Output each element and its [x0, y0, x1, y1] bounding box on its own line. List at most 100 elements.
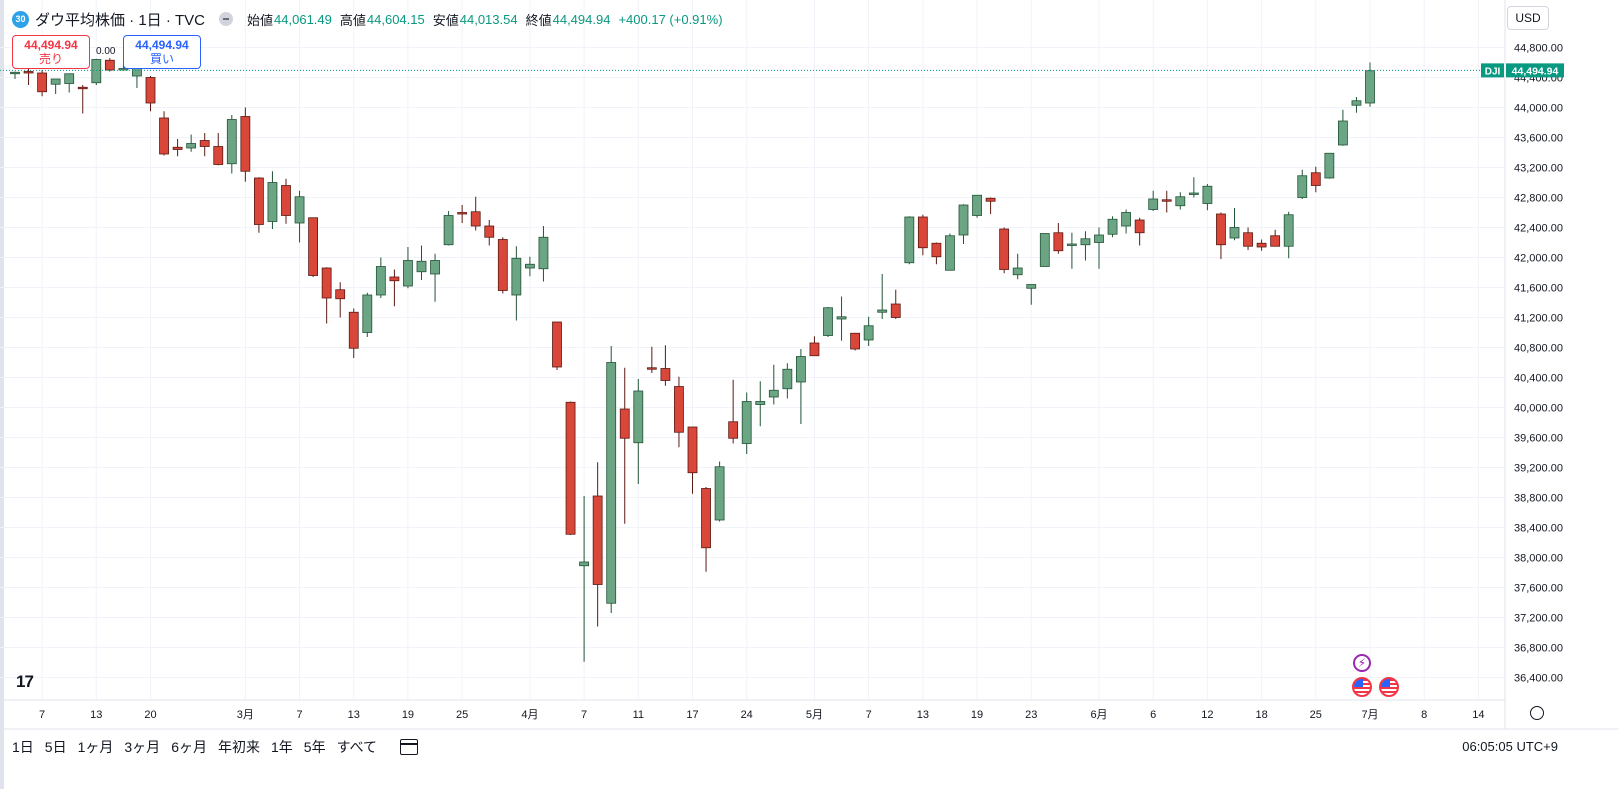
price-tick-label: 39,600.00 [1514, 433, 1563, 445]
tradingview-logo-icon[interactable]: 17 [16, 672, 34, 691]
candle-body [104, 59, 115, 71]
currency-selector[interactable]: USD [1507, 6, 1549, 30]
candle [877, 274, 888, 319]
candle [972, 194, 982, 218]
price-tick-label: 37,200.00 [1514, 613, 1563, 625]
candle [403, 247, 413, 289]
candle-body [1256, 242, 1267, 248]
candle [186, 134, 197, 152]
time-tick-label: 19 [971, 709, 983, 721]
time-tick-label: 7 [39, 709, 45, 721]
price-tick-label: 36,800.00 [1514, 643, 1563, 655]
candle [457, 205, 468, 223]
close-label: 終値 [525, 12, 552, 28]
candle [213, 133, 224, 166]
time-scale-settings-icon[interactable] [1530, 706, 1544, 720]
candle [1243, 227, 1253, 250]
candle-body [525, 263, 535, 269]
candle-body [497, 239, 508, 291]
candle-body [64, 73, 75, 84]
candle [1351, 97, 1362, 113]
period-1d-button[interactable]: 1日 [12, 739, 34, 755]
candle [863, 316, 874, 346]
price-tick-label: 41,600.00 [1514, 283, 1563, 295]
clock[interactable]: 06:05:05 UTC+9 [1462, 739, 1558, 754]
candle-body [768, 389, 779, 398]
candle-body [186, 143, 197, 149]
candle [443, 211, 454, 246]
period-all-button[interactable]: すべて [336, 739, 378, 755]
candle [1202, 184, 1213, 211]
candle-body [1351, 100, 1362, 106]
candle [1026, 284, 1037, 305]
us-flag-event-icon[interactable] [1352, 677, 1372, 697]
period-3m-button[interactable]: 3ヶ月 [124, 739, 161, 755]
time-tick-label: 18 [1255, 709, 1267, 721]
price-tick-label: 36,400.00 [1514, 673, 1563, 685]
candle [619, 367, 630, 524]
calendar-icon[interactable] [400, 739, 418, 755]
candle-body [403, 260, 413, 287]
us-flag-event-icon[interactable] [1379, 677, 1399, 697]
candle-body [199, 140, 210, 147]
price-tick-label: 39,200.00 [1514, 463, 1563, 475]
candle [348, 308, 359, 358]
candle-body [1080, 238, 1091, 246]
period-ytd-button[interactable]: 年初来 [217, 739, 260, 755]
candle-body [972, 194, 982, 216]
candle-body [1134, 219, 1145, 234]
period-5d-button[interactable]: 5日 [44, 739, 67, 755]
candle [37, 70, 47, 97]
candle-body [1229, 227, 1240, 239]
candle-body [77, 86, 88, 90]
candle-body [646, 367, 657, 370]
price-tick-label: 42,800.00 [1514, 193, 1563, 205]
candle [64, 73, 75, 93]
candle-body [1243, 232, 1253, 247]
symbol-legend: 30 ダウ平均株価 · 1日 · TVC 始値 44,061.49 高値 44,… [12, 8, 723, 30]
candle [1270, 229, 1281, 247]
buy-button[interactable]: 44,494.94 買い [123, 35, 201, 69]
candle-body [335, 289, 346, 300]
candle-body [674, 386, 684, 433]
period-1y-button[interactable]: 1年 [270, 739, 293, 755]
candle-body [253, 177, 264, 225]
candle [1053, 223, 1064, 254]
candle [497, 237, 508, 294]
candle-body [1026, 284, 1037, 289]
hide-eye-icon[interactable] [219, 12, 234, 26]
candle-body [985, 197, 996, 202]
candle-body [50, 78, 61, 85]
candle-body [1338, 120, 1348, 146]
candle-body [945, 235, 955, 271]
period-1m-button[interactable]: 1ヶ月 [77, 739, 114, 755]
candle [565, 401, 576, 535]
candle [104, 58, 115, 72]
candle-body [470, 211, 481, 227]
low-label: 安値 [432, 12, 459, 28]
candle-body [877, 309, 888, 313]
candle-body [1297, 175, 1308, 198]
candle [633, 379, 644, 484]
candle [1310, 166, 1321, 193]
high-value: 44,604.15 [366, 11, 425, 27]
period-6m-button[interactable]: 6ヶ月 [171, 739, 207, 755]
symbol-title[interactable]: ダウ平均株価 · 1日 · TVC [35, 11, 206, 29]
symbol-badge-icon[interactable]: 30 [12, 10, 29, 28]
low-value: 44,013.54 [459, 11, 518, 27]
candle-body [850, 332, 860, 350]
candle [362, 292, 373, 337]
candle-body [321, 267, 332, 299]
candle [796, 349, 806, 424]
candle-body [714, 466, 725, 521]
candle [267, 171, 278, 229]
time-tick-label: 7月 [1361, 709, 1378, 721]
sell-button[interactable]: 44,494.94 売り [12, 35, 90, 69]
flash-event-icon[interactable]: ⚡ [1353, 654, 1371, 672]
period-5y-button[interactable]: 5年 [303, 739, 326, 755]
candle [281, 178, 291, 224]
time-tick-label: 23 [1025, 709, 1037, 721]
candle [538, 226, 549, 282]
candle-body [1270, 235, 1281, 247]
